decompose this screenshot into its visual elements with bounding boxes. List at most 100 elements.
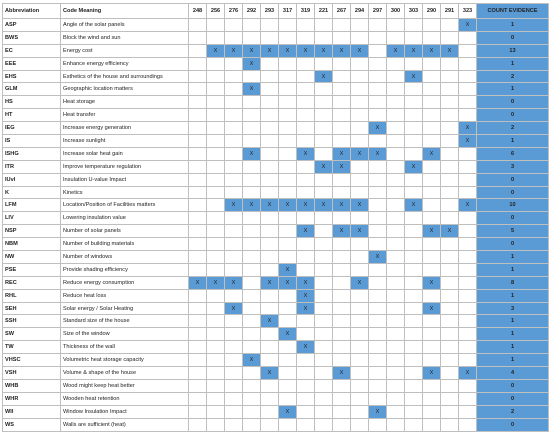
empty-cell [440, 211, 459, 226]
empty-cell [314, 366, 333, 380]
evidence-mark: X [260, 198, 279, 213]
evidence-mark: X [260, 275, 279, 290]
meaning-cell: Lowering insulation value [60, 211, 189, 226]
empty-cell [206, 314, 225, 329]
empty-cell [206, 288, 225, 303]
abbreviation-cell: VSH [2, 366, 61, 380]
empty-cell [242, 250, 261, 264]
empty-cell [206, 391, 225, 406]
empty-cell [188, 185, 207, 200]
empty-cell [224, 391, 243, 406]
evidence-mark: X [422, 301, 441, 316]
empty-cell [242, 211, 261, 226]
evidence-mark: X [242, 198, 261, 213]
evidence-mark: X [368, 250, 387, 264]
empty-cell [224, 288, 243, 303]
empty-cell [404, 288, 423, 303]
abbreviation-cell: HT [2, 108, 61, 123]
empty-cell [242, 378, 261, 393]
empty-cell [242, 134, 261, 148]
empty-cell [422, 250, 441, 264]
empty-cell [332, 108, 351, 123]
empty-cell [332, 211, 351, 226]
empty-cell [440, 108, 459, 123]
empty-cell [314, 146, 333, 161]
empty-cell [206, 224, 225, 239]
empty-cell [404, 108, 423, 123]
header-cell: 292 [242, 3, 261, 19]
empty-cell [440, 327, 459, 342]
empty-cell [386, 314, 405, 329]
empty-cell [440, 417, 459, 432]
table-row: GLM Geographic location matters X 1 [2, 82, 549, 97]
count-cell: 13 [476, 43, 549, 58]
empty-cell [332, 69, 351, 84]
empty-cell [458, 108, 477, 123]
empty-cell [404, 18, 423, 32]
header-cell: 248 [188, 3, 207, 19]
empty-cell [224, 108, 243, 123]
evidence-mark: X [422, 43, 441, 58]
meaning-cell: Increase solar heat gain [60, 146, 189, 161]
empty-cell [332, 237, 351, 252]
evidence-mark: X [278, 327, 297, 342]
empty-cell [422, 417, 441, 432]
empty-cell [314, 340, 333, 355]
count-cell: 0 [476, 172, 549, 187]
empty-cell [206, 301, 225, 316]
empty-cell [440, 159, 459, 174]
empty-cell [278, 159, 297, 174]
empty-cell [332, 417, 351, 432]
empty-cell [440, 172, 459, 187]
empty-cell [350, 172, 369, 187]
meaning-cell: Enhance energy efficiency [60, 56, 189, 71]
empty-cell [458, 146, 477, 161]
abbreviation-cell: GLM [2, 82, 61, 97]
empty-cell [224, 95, 243, 110]
empty-cell [206, 237, 225, 252]
empty-cell [404, 211, 423, 226]
count-cell: 1 [476, 288, 549, 303]
empty-cell [332, 314, 351, 329]
evidence-mark: X [332, 43, 351, 58]
empty-cell [296, 108, 315, 123]
empty-cell [368, 82, 387, 97]
evidence-mark: X [260, 314, 279, 329]
empty-cell [458, 314, 477, 329]
empty-cell [386, 121, 405, 136]
empty-cell [386, 134, 405, 148]
empty-cell [278, 353, 297, 368]
count-cell: 5 [476, 224, 549, 239]
empty-cell [206, 56, 225, 71]
evidence-mark: X [242, 82, 261, 97]
empty-cell [296, 417, 315, 432]
empty-cell [350, 250, 369, 264]
empty-cell [332, 327, 351, 342]
empty-cell [206, 146, 225, 161]
empty-cell [224, 314, 243, 329]
header-cell: Abbreviation [2, 3, 61, 19]
evidence-mark: X [332, 146, 351, 161]
empty-cell [404, 275, 423, 290]
empty-cell [386, 108, 405, 123]
header-cell: Code Meaning [60, 3, 189, 19]
abbreviation-cell: ISHG [2, 146, 61, 161]
count-cell: 1 [476, 134, 549, 148]
count-cell: 4 [476, 366, 549, 380]
empty-cell [422, 211, 441, 226]
empty-cell [350, 121, 369, 136]
empty-cell [422, 262, 441, 277]
empty-cell [242, 108, 261, 123]
table-row: HS Heat storage 0 [2, 95, 549, 110]
empty-cell [314, 353, 333, 368]
evidence-mark: X [188, 275, 207, 290]
abbreviation-cell: EHS [2, 69, 61, 84]
empty-cell [224, 224, 243, 239]
table-row: K Kinetics 0 [2, 185, 549, 200]
empty-cell [242, 327, 261, 342]
empty-cell [206, 172, 225, 187]
empty-cell [422, 314, 441, 329]
empty-cell [386, 353, 405, 368]
meaning-cell: Reduce heat loss [60, 288, 189, 303]
empty-cell [242, 18, 261, 32]
